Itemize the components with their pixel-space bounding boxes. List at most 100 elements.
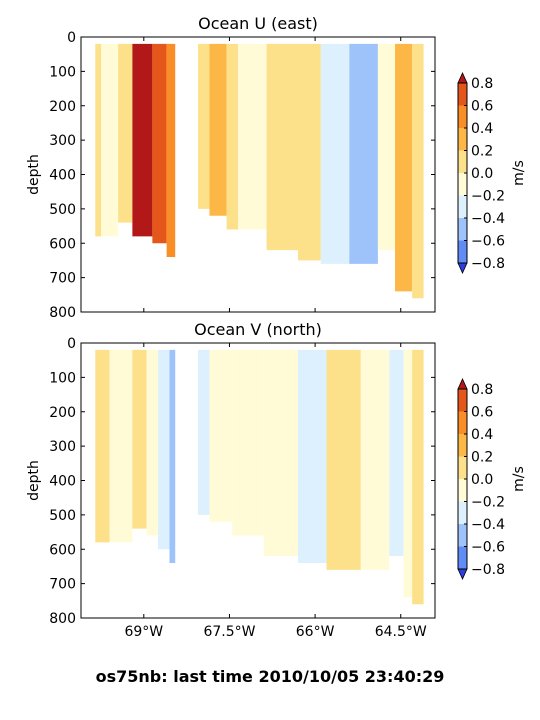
colorbar-tick-label: −0.2: [471, 495, 505, 511]
colorbar-extend-min: [457, 568, 468, 580]
y-tick-label: 300: [49, 133, 76, 149]
colorbar-segment: [458, 128, 467, 151]
y-tick-label: 300: [49, 439, 76, 455]
y-axis-label: depth: [26, 460, 42, 501]
contour-band: [403, 349, 413, 598]
colorbar-segment: [458, 83, 467, 106]
contour-band: [389, 349, 404, 557]
colorbar-segment: [458, 479, 467, 502]
y-tick-label: 500: [49, 202, 76, 218]
colorbar-tick-label: 0.6: [471, 405, 493, 421]
contour-band: [326, 349, 361, 570]
colorbar-tick-label: 0.0: [471, 472, 493, 488]
contour-band: [297, 349, 327, 563]
contour-band: [198, 349, 210, 515]
y-tick-label: 600: [49, 542, 76, 558]
y-tick-label: 800: [49, 305, 76, 321]
y-tick-label: 100: [49, 370, 76, 386]
contour-band: [100, 43, 119, 237]
y-tick-label: 700: [49, 271, 76, 287]
y-tick-label: 600: [49, 236, 76, 252]
contour-band: [412, 349, 424, 605]
y-tick-label: 100: [49, 64, 76, 80]
colorbar-segment: [458, 173, 467, 196]
contour-band: [266, 43, 298, 251]
colorbar-tick-label: 0.0: [471, 166, 493, 182]
contour-band: [146, 349, 159, 536]
x-tick-label: 69°W: [124, 624, 163, 640]
contour-band: [232, 349, 264, 536]
contour-band: [395, 43, 413, 292]
x-tick-label: 67.5°W: [203, 624, 255, 640]
contour-band: [412, 43, 424, 299]
colorbar-segment: [458, 195, 467, 218]
colorbar-extend-max: [457, 72, 468, 84]
panel-title: Ocean U (east): [198, 14, 318, 33]
colorbar-tick-label: 0.4: [471, 121, 493, 137]
y-tick-label: 400: [49, 168, 76, 184]
colorbar-tick-label: 0.4: [471, 427, 493, 443]
y-tick-label: 800: [49, 611, 76, 627]
colorbar-tick-label: −0.4: [471, 517, 505, 533]
colorbar-segment: [458, 389, 467, 412]
contour-band: [297, 43, 321, 261]
colorbar-segment: [458, 546, 467, 569]
colorbar-tick-label: 0.8: [471, 76, 493, 92]
panel-2: Ocean V (north) depth 0 100 200 300 400 500 600 7…: [26, 320, 527, 640]
contour-band: [209, 43, 227, 216]
colorbar-segment: [458, 218, 467, 241]
contour-band: [109, 349, 133, 543]
colorbar-segment: [458, 240, 467, 263]
contour-band: [320, 43, 350, 264]
contour-band: [132, 43, 153, 237]
contour-band: [169, 349, 176, 563]
panel-title: Ocean V (north): [194, 320, 322, 339]
colorbar-label: m/s: [511, 160, 527, 186]
contour-band: [263, 349, 298, 557]
y-tick-label: 0: [67, 336, 76, 352]
contour-band: [118, 43, 133, 223]
colorbar-tick-label: −0.2: [471, 189, 505, 205]
y-tick-label: 700: [49, 577, 76, 593]
colorbar-tick-label: 0.2: [471, 144, 493, 160]
panel-1: Ocean U (east) depth 0 100 200 300 400 500 600 70…: [26, 14, 527, 321]
colorbar-tick-label: −0.6: [471, 234, 505, 250]
contour-band: [238, 43, 267, 230]
contour-band: [166, 43, 176, 257]
figure-suptitle: os75nb: last time 2010/10/05 23:40:29: [96, 667, 445, 686]
colorbar-segment: [458, 105, 467, 128]
x-tick-label: 66°W: [296, 624, 335, 640]
colorbar-extend-max: [457, 378, 468, 390]
contour-band: [132, 349, 147, 529]
y-tick-label: 200: [49, 405, 76, 421]
colorbar-tick-label: 0.2: [471, 450, 493, 466]
colorbar-extend-min: [457, 262, 468, 274]
colorbar-tick-label: −0.8: [471, 562, 505, 578]
y-tick-label: 500: [49, 508, 76, 524]
y-tick-label: 0: [67, 30, 76, 46]
colorbar-segment: [458, 456, 467, 479]
colorbar-segment: [458, 411, 467, 434]
contour-band: [95, 349, 110, 543]
y-tick-label: 200: [49, 99, 76, 115]
colorbar-segment: [458, 524, 467, 547]
contour-band: [360, 349, 390, 570]
colorbar-tick-label: −0.6: [471, 540, 505, 556]
y-axis-label: depth: [26, 154, 42, 195]
contour-band: [158, 349, 170, 550]
colorbar-segment: [458, 434, 467, 457]
contour-band: [226, 43, 239, 230]
contour-band: [377, 43, 396, 251]
colorbar-tick-label: 0.8: [471, 382, 493, 398]
colorbar-segment: [458, 150, 467, 173]
contour-band: [95, 43, 101, 237]
contour-band: [152, 43, 167, 244]
colorbar-tick-label: −0.8: [471, 256, 505, 272]
y-tick-label: 400: [49, 474, 76, 490]
colorbar-tick-label: 0.6: [471, 99, 493, 115]
colorbar-segment: [458, 501, 467, 524]
x-tick-label: 64.5°W: [375, 624, 427, 640]
colorbar-tick-label: −0.4: [471, 211, 505, 227]
contour-band: [198, 43, 210, 209]
